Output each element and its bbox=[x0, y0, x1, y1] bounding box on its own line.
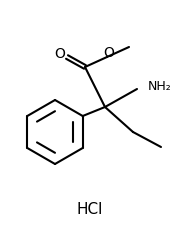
Text: O: O bbox=[104, 46, 114, 60]
Text: NH₂: NH₂ bbox=[148, 81, 172, 94]
Text: HCl: HCl bbox=[77, 202, 103, 217]
Text: O: O bbox=[54, 47, 66, 61]
